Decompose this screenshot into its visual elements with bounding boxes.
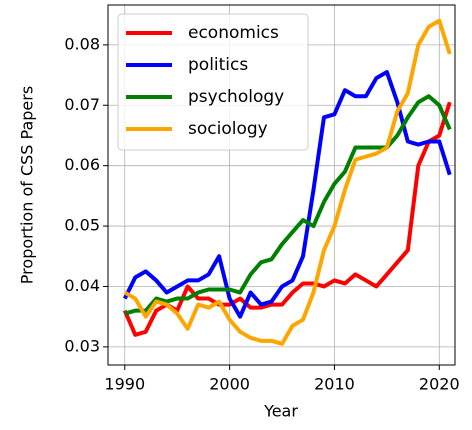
y-tick-label: 0.05 xyxy=(64,216,100,235)
legend-label: economics xyxy=(188,23,279,43)
x-axis-label: Year xyxy=(263,402,298,421)
y-tick-label: 0.06 xyxy=(64,155,100,174)
y-tick-label: 0.03 xyxy=(64,336,100,355)
y-tick-label: 0.07 xyxy=(64,95,100,114)
y-tick-label: 0.04 xyxy=(64,276,100,295)
legend-label: politics xyxy=(188,55,248,75)
legend: economics politics psychology sociology xyxy=(117,13,309,151)
plot-frame xyxy=(107,4,456,366)
legend-label: sociology xyxy=(188,119,268,139)
series-line xyxy=(123,18,452,346)
series-line xyxy=(122,101,452,337)
x-tick-label: 2000 xyxy=(209,375,250,394)
y-axis-label: Proportion of CSS Papers xyxy=(18,86,37,284)
x-tick-label: 1990 xyxy=(104,375,145,394)
x-tick-label: 2010 xyxy=(314,375,355,394)
series-line xyxy=(124,94,452,316)
y-tick-label: 0.08 xyxy=(64,34,100,53)
series-line xyxy=(122,70,452,319)
legend-box xyxy=(117,13,309,151)
legend-label: psychology xyxy=(188,87,284,107)
x-tick-label: 2020 xyxy=(419,375,460,394)
